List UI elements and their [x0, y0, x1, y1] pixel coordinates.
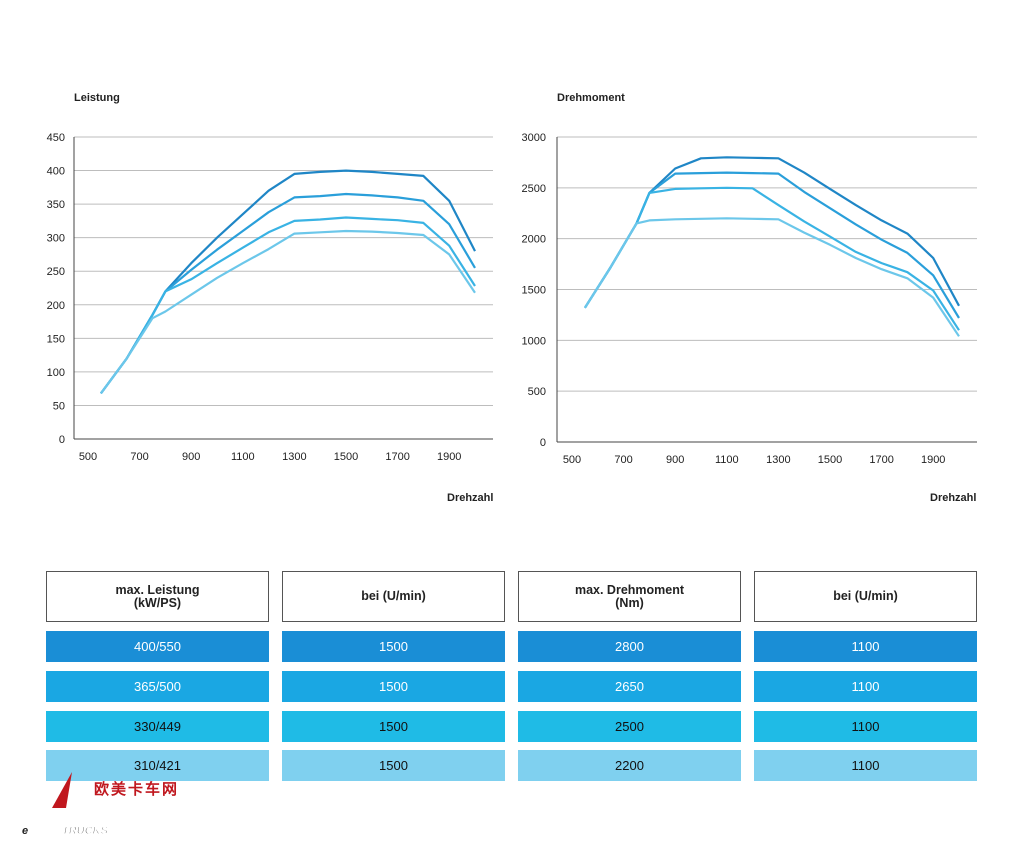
- y-tick-label: 2500: [522, 183, 546, 195]
- chart-title-leistung: Leistung: [74, 92, 120, 104]
- table-cell: 2800: [518, 631, 741, 662]
- etrucks-logo: e TRUCKS: [22, 772, 109, 838]
- table-cell: 330/449: [46, 711, 269, 742]
- table-cell: 1100: [754, 750, 977, 781]
- x-tick-label: 1700: [385, 451, 409, 463]
- series-line-4: [100, 229, 476, 395]
- table-cell: 1100: [754, 631, 977, 662]
- table-cell: 400/550: [46, 631, 269, 662]
- table-cell: 1500: [282, 711, 505, 742]
- x-tick-label: 900: [182, 451, 200, 463]
- x-tick-label: 1900: [921, 454, 945, 466]
- x-tick-label: 1700: [869, 454, 893, 466]
- y-tick-label: 50: [53, 400, 65, 412]
- series-line-1: [583, 156, 960, 309]
- table-cell: 1100: [754, 711, 977, 742]
- table-cell: 365/500: [46, 671, 269, 702]
- y-tick-label: 1500: [522, 285, 546, 297]
- x-tick-label: 1500: [818, 454, 842, 466]
- x-tick-label: 1500: [334, 451, 358, 463]
- series-line-4: [583, 217, 960, 337]
- y-tick-label: 350: [47, 199, 65, 211]
- table-cell: 2500: [518, 711, 741, 742]
- logo-text-en: TRUCKS: [62, 825, 108, 837]
- y-tick-label: 200: [47, 300, 65, 312]
- y-tick-label: 500: [528, 386, 546, 398]
- y-tick-label: 250: [47, 266, 65, 278]
- y-tick-label: 400: [47, 166, 65, 178]
- table-header-cell: bei (U/min): [282, 571, 505, 622]
- y-tick-label: 2000: [522, 234, 546, 246]
- x-tick-label: 1100: [715, 454, 739, 466]
- x-tick-label: 1100: [231, 451, 255, 463]
- y-tick-label: 300: [47, 233, 65, 245]
- table-cell: 1500: [282, 671, 505, 702]
- table-cell: 2200: [518, 750, 741, 781]
- x-axis-label-leistung: Drehzahl: [447, 492, 494, 504]
- x-tick-label: 500: [563, 454, 581, 466]
- table-cell: 1500: [282, 631, 505, 662]
- y-tick-label: 450: [47, 132, 65, 144]
- table-header-cell: bei (U/min): [754, 571, 977, 622]
- y-tick-label: 3000: [522, 132, 546, 144]
- table-cell: 1500: [282, 750, 505, 781]
- x-tick-label: 900: [666, 454, 684, 466]
- series-line-3: [583, 186, 960, 331]
- logo-text-cn: 欧美卡车网: [94, 780, 180, 798]
- y-tick-label: 150: [47, 333, 65, 345]
- x-tick-label: 700: [130, 451, 148, 463]
- y-tick-label: 0: [540, 437, 546, 449]
- x-tick-label: 700: [614, 454, 632, 466]
- x-tick-label: 1300: [766, 454, 790, 466]
- x-axis-label-drehmoment: Drehzahl: [930, 492, 977, 504]
- table-cell: 2650: [518, 671, 741, 702]
- table-cell: 1100: [754, 671, 977, 702]
- x-tick-label: 1300: [282, 451, 306, 463]
- x-tick-label: 1900: [437, 451, 461, 463]
- chart-title-drehmoment: Drehmoment: [557, 92, 625, 104]
- x-tick-label: 500: [79, 451, 97, 463]
- logo-letter: e: [22, 825, 28, 837]
- table-header-cell: max. Leistung (kW/PS): [46, 571, 269, 622]
- y-tick-label: 0: [59, 434, 65, 446]
- series-line-2: [583, 171, 960, 319]
- series-line-3: [100, 216, 476, 395]
- y-tick-label: 100: [47, 367, 65, 379]
- table-cell: 310/421: [46, 750, 269, 781]
- table-header-cell: max. Drehmoment (Nm): [518, 571, 741, 622]
- y-tick-label: 1000: [522, 335, 546, 347]
